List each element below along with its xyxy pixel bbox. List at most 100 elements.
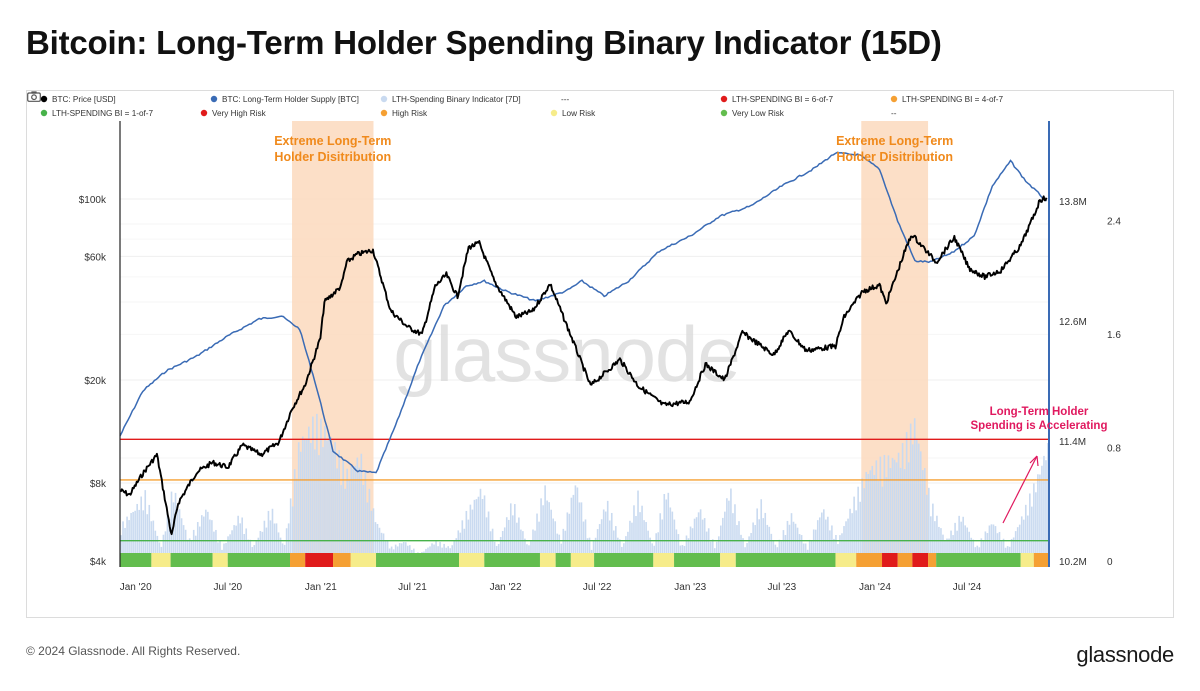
indicator-bar [487, 511, 490, 561]
indicator-bar [984, 531, 987, 561]
indicator-bar [503, 527, 506, 561]
indicator-bar [639, 512, 641, 561]
indicator-bar [184, 529, 187, 561]
indicator-bar [889, 468, 892, 561]
legend-swatch [720, 109, 728, 117]
risk-segment [897, 553, 913, 567]
indicator-bar [354, 465, 357, 561]
indicator-bar [356, 457, 359, 561]
indicator-bar [233, 525, 235, 561]
indicator-bar [192, 529, 195, 561]
indicator-bar [1045, 460, 1047, 561]
indicator-bar [207, 511, 209, 561]
indicator-bar [203, 516, 205, 561]
indicator-bar [158, 542, 161, 561]
indicator-bar [851, 513, 853, 561]
indicator-bar [665, 499, 668, 561]
indicator-bar [675, 529, 678, 561]
indicator-bar [926, 494, 928, 561]
indicator-bar [909, 423, 912, 561]
indicator-bar [921, 470, 924, 561]
indicator-bar [812, 529, 815, 561]
indicator-bar [923, 468, 926, 561]
indicator-bar [958, 515, 960, 561]
indicator-bar [837, 544, 839, 561]
risk-segment [151, 553, 171, 567]
indicator-bar [229, 534, 231, 561]
indicator-bar [794, 523, 797, 561]
indicator-bar [499, 536, 502, 561]
indicator-bar [136, 503, 138, 561]
indicator-bar [693, 518, 696, 561]
indicator-bar [657, 532, 660, 561]
legend-label: LTH-Spending Binary Indicator [7D] [392, 95, 521, 104]
risk-segment [570, 553, 595, 567]
btc-price-line [119, 195, 1048, 536]
indicator-bar [833, 538, 835, 561]
indicator-bar [489, 531, 492, 561]
indicator-bar [881, 486, 884, 561]
indicator-bar [734, 504, 736, 561]
indicator-bar [637, 490, 639, 561]
indicator-bar [295, 478, 298, 561]
indicator-bar [501, 530, 504, 561]
legend-label: Very Low Risk [732, 109, 785, 118]
indicator-bar [376, 523, 379, 561]
risk-segment [539, 553, 556, 567]
indicator-bar [473, 499, 476, 561]
glassnode-logo[interactable]: glassnode [1076, 642, 1174, 667]
legend-swatch [380, 95, 388, 103]
indicator-bar [790, 513, 793, 561]
indicator-bar [265, 527, 268, 561]
risk-segment [835, 553, 857, 567]
indicator-bar [917, 443, 920, 561]
indicator-bar [170, 491, 173, 561]
indicator-bar [372, 508, 375, 561]
indicator-bar [227, 536, 229, 561]
indicator-bar [695, 517, 698, 561]
indicator-bar [938, 526, 940, 561]
indicator-bar [869, 470, 872, 561]
indicator-bar [213, 531, 215, 561]
indicator-bar [120, 535, 122, 561]
indicator-bar [802, 543, 805, 561]
indicator-bar [588, 537, 591, 561]
indicator-bar [277, 532, 280, 561]
indicator-bar [526, 544, 528, 561]
indicator-bar [336, 468, 338, 561]
indicator-bar [431, 543, 433, 561]
indicator-bar [659, 513, 662, 561]
indicator-bar [154, 530, 157, 561]
indicator-bar [548, 502, 550, 561]
indicator-bar [174, 492, 177, 561]
indicator-bar [740, 534, 742, 561]
indicator-bar [326, 440, 328, 561]
indicator-bar [522, 531, 524, 561]
indicator-bar [770, 533, 773, 561]
chart-svg: glassnode$4k$8k$20k$60k$100k10.2M11.4M12… [40, 95, 1121, 593]
indicator-bar [364, 470, 367, 561]
legend-swatch [40, 109, 48, 117]
indicator-bar [669, 507, 672, 561]
risk-segment [227, 553, 291, 567]
indicator-bar [691, 528, 694, 561]
indicator-bar [782, 530, 785, 561]
indicator-bar [334, 442, 336, 561]
indicator-bar [350, 466, 353, 561]
y-left-tick-label: $8k [90, 479, 107, 490]
y-right-supply-tick-label: 12.6M [1059, 317, 1087, 328]
indicator-bar [217, 542, 219, 561]
indicator-bar [140, 496, 143, 561]
indicator-bar [859, 501, 861, 561]
legend-swatch [890, 95, 898, 103]
indicator-bar [301, 436, 304, 561]
indicator-bar [808, 539, 811, 561]
indicator-bar [1033, 483, 1035, 561]
arrow-annotation-line [1002, 455, 1038, 524]
indicator-bar [619, 539, 621, 561]
indicator-bar [778, 539, 781, 561]
x-tick-label: Jan '21 [305, 582, 337, 593]
legend-swatch [40, 95, 48, 103]
indicator-bar [1020, 516, 1023, 561]
camera-icon[interactable] [27, 91, 41, 102]
